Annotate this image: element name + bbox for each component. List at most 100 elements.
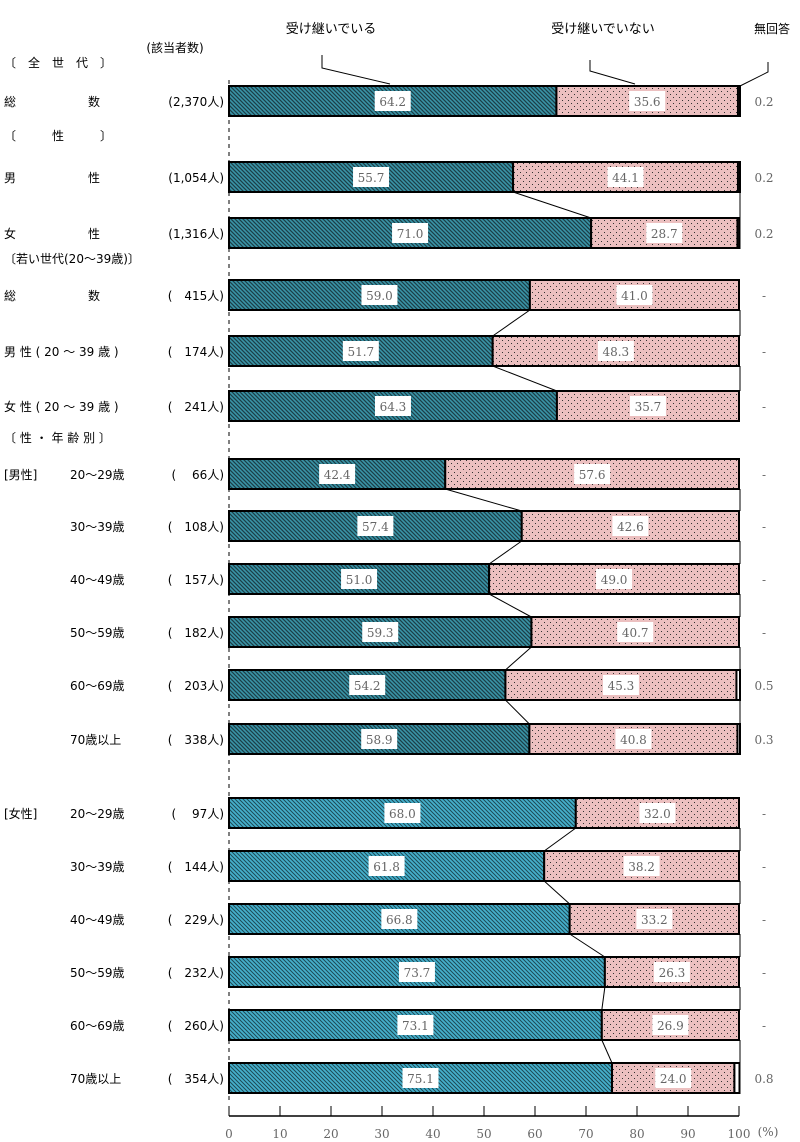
data-label-box bbox=[374, 91, 411, 111]
connector-line bbox=[601, 1039, 613, 1064]
group-label: [女性] bbox=[4, 806, 37, 821]
x-tick-label: 100 bbox=[728, 1127, 751, 1141]
data-label-box bbox=[655, 1068, 692, 1088]
data-label-no-answer: - bbox=[762, 345, 766, 359]
data-label-box bbox=[398, 962, 435, 982]
bar-no-answer bbox=[733, 1062, 741, 1094]
data-label-not-inherited: 35.7 bbox=[635, 400, 662, 414]
bar-no-answer bbox=[736, 161, 741, 193]
data-label-no-answer: - bbox=[762, 807, 766, 821]
row-count: ( 66人) bbox=[172, 468, 224, 482]
data-label-not-inherited: 40.7 bbox=[622, 626, 649, 640]
legend-inherited: 受け継いでいる bbox=[286, 22, 377, 37]
data-label-not-inherited: 26.9 bbox=[657, 1019, 684, 1033]
data-label-not-inherited: 24.0 bbox=[660, 1072, 687, 1086]
data-label-box bbox=[374, 396, 411, 416]
data-label-no-answer: - bbox=[762, 1019, 766, 1033]
legend-leader-not-inherited bbox=[589, 60, 636, 85]
data-label-box bbox=[646, 223, 683, 243]
data-label-inherited: 51.0 bbox=[346, 573, 373, 587]
data-label-not-inherited: 42.6 bbox=[617, 520, 644, 534]
row-count: ( 174人) bbox=[168, 345, 224, 359]
data-label-not-inherited: 35.6 bbox=[634, 95, 661, 109]
row-count: (2,370人) bbox=[168, 95, 224, 109]
x-tick-label: 30 bbox=[374, 1127, 389, 1141]
connector-line bbox=[445, 488, 522, 512]
row-label: 総 数 bbox=[4, 94, 100, 109]
section-label: 〔 性 〕 bbox=[4, 129, 112, 143]
data-label-box bbox=[602, 675, 639, 695]
data-label-no-answer: - bbox=[762, 966, 766, 980]
data-label-no-answer: 0.3 bbox=[754, 733, 773, 747]
data-label-no-answer: 0.8 bbox=[754, 1072, 773, 1086]
row-label: 50～59歳 bbox=[70, 966, 125, 980]
data-label-box bbox=[319, 464, 356, 484]
data-label-box bbox=[652, 1015, 689, 1035]
row-count: ( 241人) bbox=[168, 400, 224, 414]
data-label-box bbox=[629, 91, 666, 111]
x-tick-label: 0 bbox=[225, 1127, 233, 1141]
row-label: 30～39歳 bbox=[70, 860, 125, 874]
data-label-not-inherited: 33.2 bbox=[641, 913, 668, 927]
connector-line bbox=[569, 933, 606, 958]
data-label-inherited: 64.2 bbox=[379, 95, 406, 109]
data-label-box bbox=[384, 803, 421, 823]
data-label-no-answer: - bbox=[762, 573, 766, 587]
data-label-inherited: 75.1 bbox=[407, 1072, 434, 1086]
data-label-box bbox=[636, 909, 673, 929]
data-label-box bbox=[615, 729, 652, 749]
row-count: ( 232人) bbox=[168, 966, 224, 980]
data-label-not-inherited: 26.3 bbox=[659, 966, 686, 980]
data-label-inherited: 55.7 bbox=[358, 171, 385, 185]
row-label: 20～29歳 bbox=[70, 807, 125, 821]
row-count: ( 182人) bbox=[168, 626, 224, 640]
data-label-inherited: 59.3 bbox=[367, 626, 394, 640]
connector-line bbox=[488, 540, 523, 565]
data-label-box bbox=[392, 223, 429, 243]
row-count: ( 338人) bbox=[168, 733, 224, 747]
data-label-no-answer: - bbox=[762, 520, 766, 534]
row-label: 50～59歳 bbox=[70, 626, 125, 640]
bar-no-answer bbox=[736, 217, 741, 249]
connector-line bbox=[505, 646, 532, 671]
connector-line bbox=[505, 699, 530, 725]
data-label-not-inherited: 32.0 bbox=[644, 807, 671, 821]
section-label: 〔若い世代(20～39歳)〕 bbox=[4, 252, 140, 266]
data-label-box bbox=[629, 396, 666, 416]
data-label-not-inherited: 40.8 bbox=[620, 733, 647, 747]
data-label-box bbox=[342, 341, 379, 361]
section-label: 〔 全 世 代 〕 bbox=[4, 55, 112, 70]
legend-leader-inherited bbox=[321, 55, 391, 85]
data-label-not-inherited: 49.0 bbox=[601, 573, 628, 587]
data-label-box bbox=[402, 1068, 439, 1088]
row-count: ( 260人) bbox=[168, 1019, 224, 1033]
row-label: 70歳以上 bbox=[70, 733, 121, 747]
section-label: 〔 性 ・ 年 齢 別 〕 bbox=[4, 430, 111, 445]
data-label-box bbox=[349, 675, 386, 695]
data-label-box bbox=[617, 622, 654, 642]
data-label-no-answer: - bbox=[762, 913, 766, 927]
connector-line bbox=[492, 309, 531, 337]
data-label-box bbox=[612, 516, 649, 536]
row-count: ( 229人) bbox=[168, 913, 224, 927]
data-label-box bbox=[397, 1015, 434, 1035]
row-label: 60～69歳 bbox=[70, 1019, 125, 1033]
row-label: 40～49歳 bbox=[70, 913, 125, 927]
data-label-not-inherited: 28.7 bbox=[651, 227, 678, 241]
data-label-no-answer: - bbox=[762, 400, 766, 414]
row-count: ( 203人) bbox=[168, 679, 224, 693]
row-label: 総 数 bbox=[4, 288, 100, 303]
x-tick-label: 40 bbox=[425, 1127, 440, 1141]
data-label-no-answer: - bbox=[762, 626, 766, 640]
data-label-no-answer: 0.2 bbox=[754, 227, 773, 241]
data-label-box bbox=[623, 856, 660, 876]
count-header: (該当者数) bbox=[146, 40, 203, 55]
legend-no-answer: 無回答 bbox=[754, 21, 790, 36]
row-count: (1,054人) bbox=[168, 171, 224, 185]
x-tick-label: 20 bbox=[323, 1127, 338, 1141]
data-label-not-inherited: 41.0 bbox=[621, 289, 648, 303]
row-count: ( 108人) bbox=[168, 520, 224, 534]
data-label-inherited: 66.8 bbox=[386, 913, 413, 927]
data-label-box bbox=[368, 856, 405, 876]
